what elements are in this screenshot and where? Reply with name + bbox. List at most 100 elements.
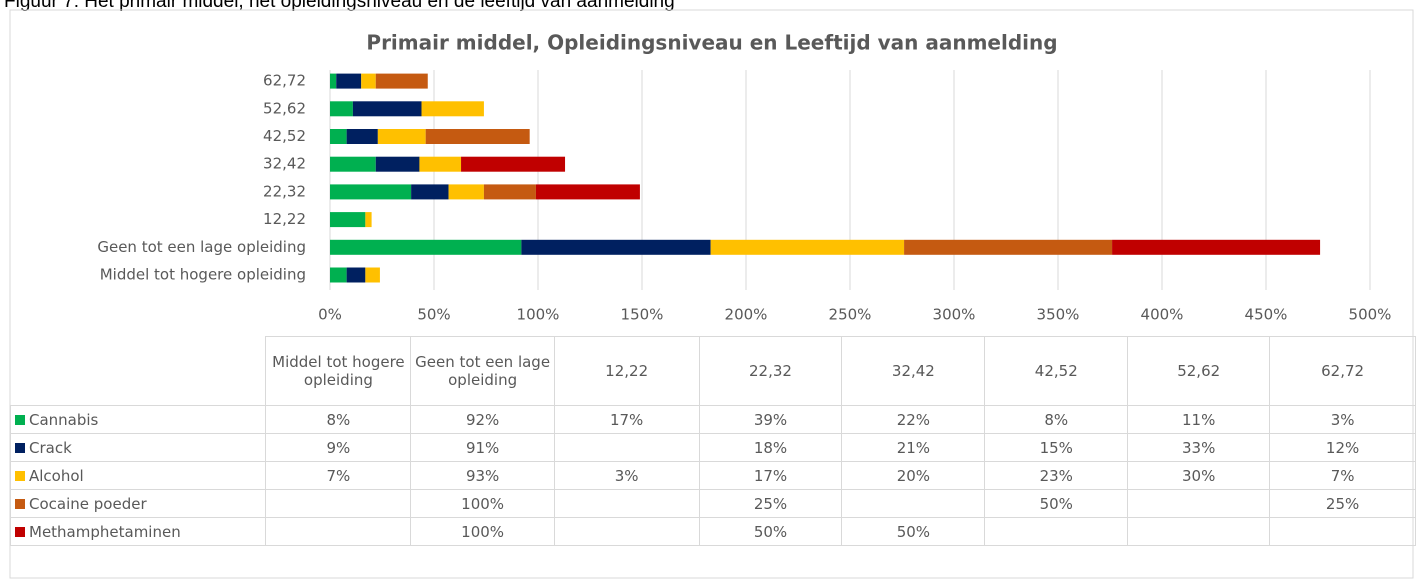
y-tick-label: 42,52 — [263, 127, 306, 145]
table-cell: 15% — [984, 433, 1129, 462]
x-tick-label: 450% — [1245, 306, 1288, 324]
legend-entry: Alcohol — [9, 461, 267, 490]
table-cell: 8% — [265, 405, 412, 434]
x-tick-label: 250% — [829, 306, 872, 324]
x-tick-label: 0% — [318, 306, 342, 324]
bar-segment — [330, 129, 347, 144]
legend-entry: Cocaine poeder — [9, 489, 267, 518]
bar-segment — [330, 156, 376, 172]
x-tick-label: 200% — [725, 306, 768, 324]
table-cell: 7% — [265, 461, 412, 490]
table-header-cell: 12,22 — [553, 336, 700, 406]
table-header-cell: 32,42 — [841, 336, 986, 406]
bar-segment — [361, 73, 376, 89]
table-cell: 23% — [984, 461, 1129, 490]
table-cell — [553, 489, 700, 518]
legend-key — [15, 470, 25, 481]
table-cell: 93% — [410, 461, 555, 490]
table-cell: 50% — [698, 517, 843, 546]
table-cell: 12% — [1269, 433, 1416, 462]
y-tick-label: Middel tot hogere opleiding — [100, 266, 306, 284]
table-header-cell: 22,32 — [698, 336, 843, 406]
legend-label: Alcohol — [29, 466, 84, 485]
x-tick-label: 150% — [621, 306, 664, 324]
table-cell — [1127, 517, 1271, 546]
table-header-row: Middel tot hogere opleiding Geen tot een … — [11, 336, 1416, 406]
chart-frame — [9, 9, 1414, 579]
table-cell: 39% — [698, 405, 843, 434]
table-cell: 92% — [410, 405, 555, 434]
table-cell: 7% — [1269, 461, 1416, 490]
table-cell: 20% — [841, 461, 986, 490]
bar-segment — [419, 156, 462, 172]
table-cell: 91% — [410, 433, 555, 462]
table-cell — [553, 433, 700, 462]
table-cell: 100% — [410, 489, 555, 518]
data-table: Middel tot hogere opleiding Geen tot een … — [9, 336, 1416, 546]
table-cell: 3% — [1269, 405, 1416, 434]
bar-segment — [330, 101, 353, 117]
table-cell: 9% — [265, 433, 412, 462]
bar-segment — [336, 73, 362, 89]
legend-key — [15, 414, 25, 425]
table-cell: 50% — [984, 489, 1129, 518]
bar-segment — [425, 129, 530, 144]
chart-title: Primair middel, Opleidingsniveau en Leef… — [366, 31, 1057, 55]
legend-key — [15, 442, 25, 453]
bar-segment — [377, 129, 426, 144]
bar-segment — [330, 267, 347, 283]
bar-segment — [365, 212, 372, 228]
bar-segment — [352, 101, 422, 117]
bar-segment — [411, 184, 449, 200]
table-header-cell: 52,62 — [1127, 336, 1271, 406]
bar-segment — [346, 267, 366, 283]
table-header-cell: 62,72 — [1269, 336, 1416, 406]
table-corner — [11, 337, 266, 406]
y-tick-label: 62,72 — [263, 72, 306, 90]
table-cell: 33% — [1127, 433, 1271, 462]
bar-segment — [710, 239, 905, 255]
y-tick-label: 52,62 — [263, 99, 306, 117]
bar-segment — [346, 129, 378, 144]
table-cell: 50% — [841, 517, 986, 546]
legend-key — [15, 526, 25, 537]
table-cell: 22% — [841, 405, 986, 434]
legend-label: Cannabis — [29, 410, 99, 429]
legend-entry: Crack — [9, 433, 267, 462]
table-cell: 25% — [1269, 489, 1416, 518]
x-tick-label: 300% — [933, 306, 976, 324]
legend-entry: Methamphetaminen — [9, 517, 267, 546]
legend-entry: Cannabis — [9, 405, 267, 434]
legend-key — [15, 498, 25, 509]
table-cell: 3% — [553, 461, 700, 490]
table-cell — [841, 489, 986, 518]
table-row: Cannabis 8% 92% 17% 39% 22% 8% 11% 3% — [9, 405, 1416, 434]
x-tick-label: 100% — [517, 306, 560, 324]
table-cell: 25% — [698, 489, 843, 518]
bar-segment — [1112, 239, 1321, 255]
bar-segment — [330, 212, 366, 228]
table-cell: 21% — [841, 433, 986, 462]
bar-segment — [330, 73, 337, 89]
table-row: Alcohol 7% 93% 3% 17% 20% 23% 30% 7% — [9, 461, 1416, 490]
table-cell: 17% — [553, 405, 700, 434]
table-cell: 8% — [984, 405, 1129, 434]
bar-segment — [330, 184, 412, 200]
table-header-cell: Geen tot een lage opleiding — [410, 336, 555, 406]
legend-label: Crack — [29, 438, 72, 457]
bar-segment — [365, 267, 380, 283]
x-tick-label: 400% — [1141, 306, 1184, 324]
table-header-cell: Middel tot hogere opleiding — [265, 336, 412, 406]
legend-label: Methamphetaminen — [29, 522, 181, 541]
bar-segment — [904, 239, 1113, 255]
table-cell — [984, 517, 1129, 546]
table-cell — [1269, 517, 1416, 546]
bar-segment — [483, 184, 536, 200]
table-cell: 17% — [698, 461, 843, 490]
y-tick-label: 12,22 — [263, 210, 306, 228]
bar-segment — [375, 73, 428, 89]
bar-segment — [448, 184, 484, 200]
table-cell: 18% — [698, 433, 843, 462]
